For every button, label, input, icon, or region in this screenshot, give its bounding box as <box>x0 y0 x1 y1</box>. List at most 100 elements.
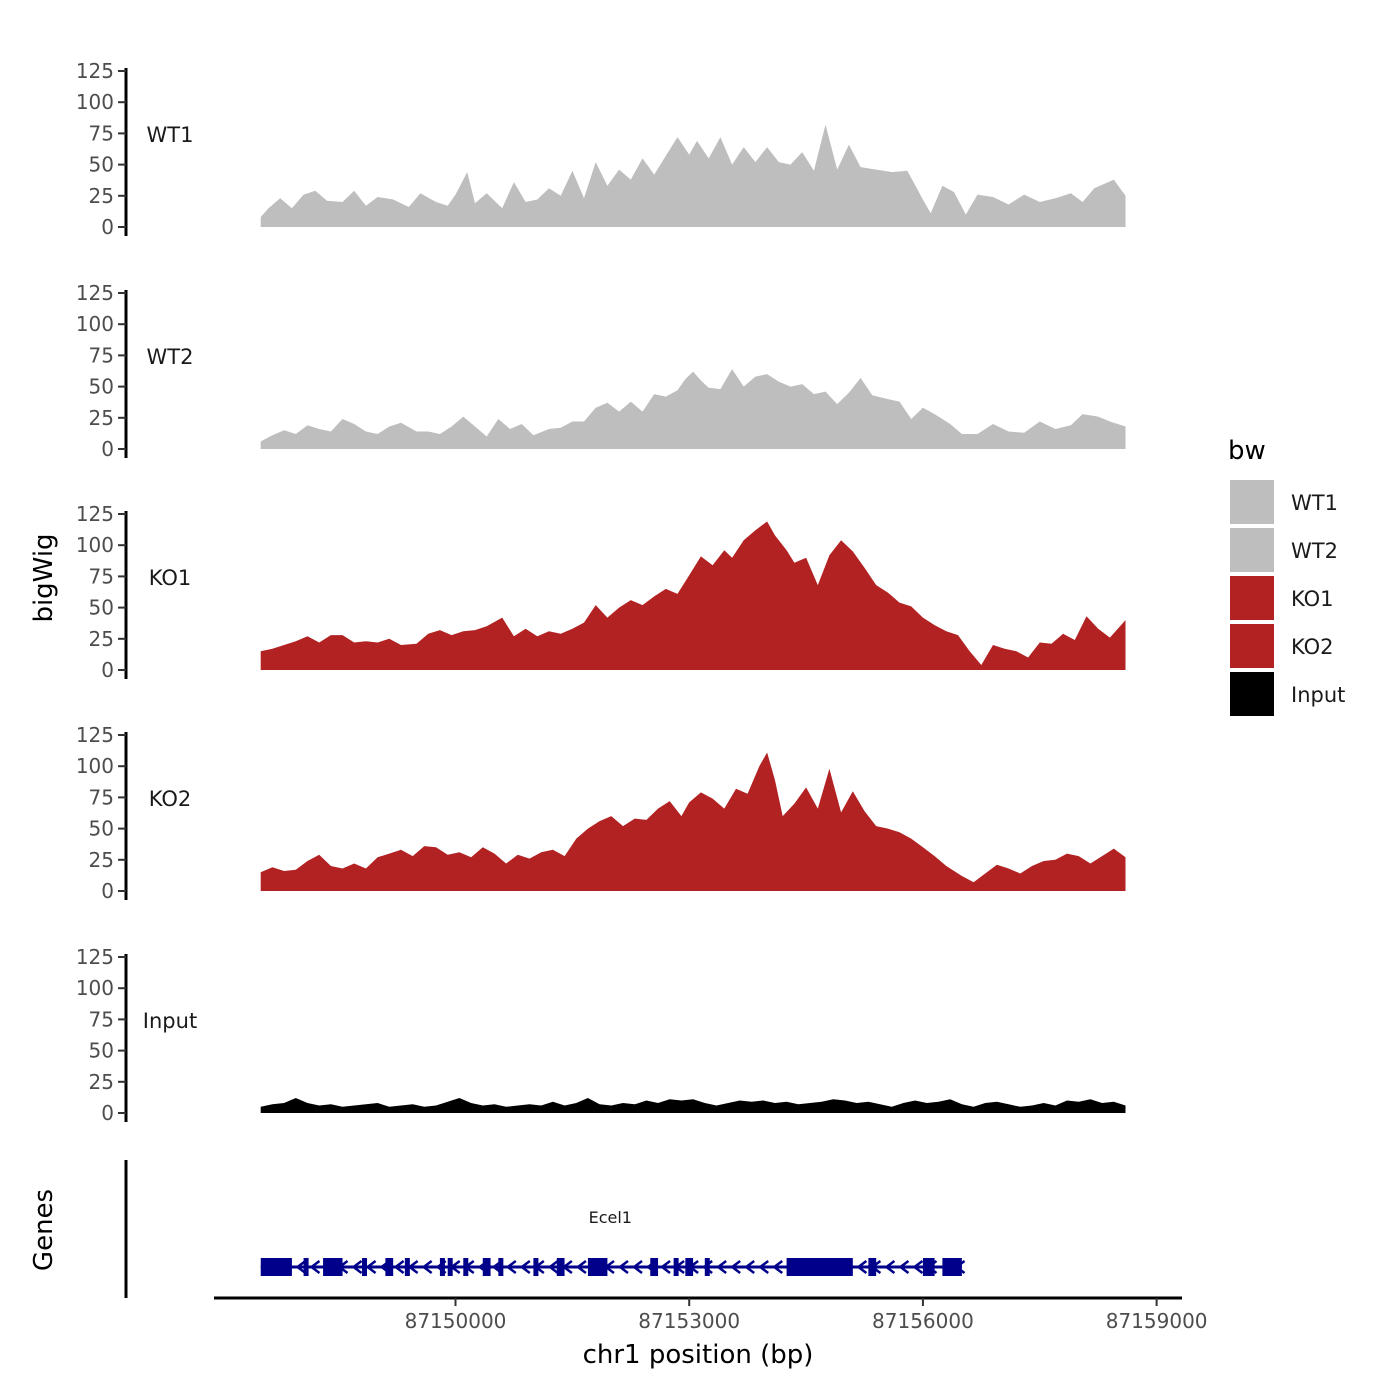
gene-exon <box>533 1258 539 1276</box>
legend-key-input <box>1230 672 1274 716</box>
strand-arrow <box>744 1260 755 1274</box>
track-label: KO1 <box>149 566 192 590</box>
strand-arrow <box>295 1260 307 1274</box>
strand-arrow <box>309 1260 321 1274</box>
strand-arrow <box>912 1260 924 1274</box>
y-tick-label: 100 <box>76 90 114 114</box>
legend-label: Input <box>1291 683 1345 707</box>
y-tick-label: 125 <box>76 59 114 83</box>
gene-exon <box>260 1258 292 1276</box>
strand-arrow <box>547 1260 559 1274</box>
legend-key-ko2 <box>1230 624 1274 668</box>
strand-arrow <box>421 1260 433 1274</box>
gene-exon <box>868 1258 877 1276</box>
y-tick-label: 0 <box>101 1101 114 1125</box>
y-tick-label: 75 <box>89 785 114 809</box>
gene-exon <box>482 1258 491 1276</box>
legend-label: KO2 <box>1291 635 1334 659</box>
track-input: 0 25 50 75 100 125 Input <box>76 945 1126 1125</box>
gene-exon <box>323 1258 343 1276</box>
gene-name-label: Ecel1 <box>589 1208 632 1227</box>
y-tick-label: 0 <box>101 879 114 903</box>
track-label: Input <box>143 1009 197 1033</box>
coverage-area-wt1 <box>260 124 1126 227</box>
y-tick-label: 100 <box>76 533 114 557</box>
strand-arrow <box>617 1260 629 1274</box>
track-label: WT2 <box>147 345 194 369</box>
y-tick-label: 75 <box>89 121 114 145</box>
strand-arrow <box>365 1260 377 1274</box>
track-wt1: 0 25 50 75 100 125 WT1 <box>76 59 1126 239</box>
y-tick-label: 50 <box>89 153 114 177</box>
y-tick-label: 25 <box>89 1070 114 1094</box>
y-tick-label: 75 <box>89 564 114 588</box>
y-tick-label: 25 <box>89 627 114 651</box>
y-tick-label: 25 <box>89 848 114 872</box>
legend-key-wt2 <box>1230 528 1274 572</box>
y-tick-label: 50 <box>89 817 114 841</box>
y-tick-label: 50 <box>89 375 114 399</box>
track-wt2: 0 25 50 75 100 125 WT2 <box>76 281 1126 461</box>
strand-arrow <box>898 1260 910 1274</box>
legend-title: bw <box>1228 436 1266 466</box>
gene-exon <box>447 1258 453 1276</box>
y-tick-label: 75 <box>89 1007 114 1031</box>
gene-exon <box>385 1258 394 1276</box>
y-tick-label: 0 <box>101 215 114 239</box>
y-tick-label: 100 <box>76 312 114 336</box>
gene-exon <box>498 1258 504 1276</box>
y-tick-label: 50 <box>89 596 114 620</box>
strand-arrow <box>575 1260 587 1274</box>
legend-label: KO1 <box>1291 587 1334 611</box>
coverage-area-ko2 <box>260 752 1126 891</box>
legend-label: WT2 <box>1291 539 1338 563</box>
legend: bw WT1 WT2 KO1 KO2 Input <box>1228 436 1345 716</box>
strand-arrow <box>730 1260 741 1274</box>
strand-arrow <box>659 1260 671 1274</box>
gene-exon <box>685 1258 694 1276</box>
y-tick-label: 125 <box>76 945 114 969</box>
y-tick-label: 125 <box>76 723 114 747</box>
x-axis: 87150000 87153000 87156000 87159000 <box>214 1296 1208 1333</box>
y-tick-label: 25 <box>89 184 114 208</box>
coverage-area-input <box>260 1098 1126 1113</box>
strand-arrow <box>758 1260 769 1274</box>
track-ko1: 0 25 50 75 100 125 KO1 <box>76 502 1126 682</box>
strand-arrow <box>631 1260 643 1274</box>
strand-arrow <box>884 1260 896 1274</box>
y-tick-label: 25 <box>89 406 114 430</box>
legend-key-wt1 <box>1230 480 1274 524</box>
track-ko2: 0 25 50 75 100 125 KO2 <box>76 723 1126 903</box>
y-tick-label: 125 <box>76 281 114 305</box>
gene-exon <box>922 1258 935 1276</box>
gene-exon <box>786 1258 853 1276</box>
y-tick-label: 100 <box>76 976 114 1000</box>
x-tick-label: 87159000 <box>1106 1309 1208 1333</box>
gene-exon <box>439 1258 445 1276</box>
gene-exon <box>556 1258 565 1276</box>
gene-exon <box>704 1258 710 1276</box>
coverage-area-wt2 <box>260 369 1126 449</box>
y-tick-label: 50 <box>89 1039 114 1063</box>
y-axis-title: bigWig <box>29 533 59 622</box>
track-label: WT1 <box>147 123 194 147</box>
strand-arrow <box>856 1260 868 1274</box>
strand-arrow <box>519 1260 531 1274</box>
x-tick-label: 87150000 <box>405 1309 507 1333</box>
gene-exon <box>463 1258 469 1276</box>
x-axis-title: chr1 position (bp) <box>583 1340 814 1370</box>
coverage-area-ko1 <box>260 521 1126 670</box>
strand-arrow <box>772 1260 783 1274</box>
legend-label: WT1 <box>1291 491 1338 515</box>
gene-exon <box>673 1258 679 1276</box>
y-tick-label: 125 <box>76 502 114 526</box>
x-tick-label: 87156000 <box>872 1309 974 1333</box>
y-tick-label: 75 <box>89 343 114 367</box>
genes-panel: Ecel1 <box>124 1160 966 1298</box>
y-tick-label: 100 <box>76 754 114 778</box>
x-tick-label: 87153000 <box>638 1309 740 1333</box>
gene-exon <box>942 1258 962 1276</box>
y-tick-label: 0 <box>101 658 114 682</box>
strand-arrow <box>505 1260 517 1274</box>
strand-arrow <box>716 1260 727 1274</box>
